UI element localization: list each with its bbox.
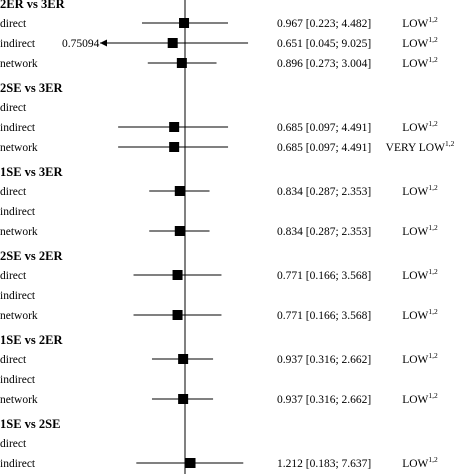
certainty-superscript: 1,2: [428, 391, 438, 400]
point-estimate: [179, 18, 190, 28]
estimate-text: 0.937 [0.316; 2.662]: [277, 354, 371, 366]
point-estimate: [176, 58, 187, 68]
point-estimate: [172, 310, 183, 320]
estimate-text: 0.685 [0.097; 4.491]: [277, 122, 371, 134]
certainty-text: LOW1,2: [402, 119, 438, 134]
point-estimate: [185, 458, 196, 468]
certainty-text: LOW1,2: [402, 223, 438, 238]
certainty-superscript: 1,2: [428, 267, 438, 276]
certainty-text: LOW1,2: [402, 351, 438, 366]
row-label: indirect: [0, 374, 36, 386]
row-label: network: [0, 394, 38, 406]
certainty-text: LOW1,2: [402, 267, 438, 282]
ci-arrow-left: [100, 39, 107, 47]
certainty-superscript: 1,2: [428, 15, 438, 24]
point-estimate: [178, 394, 189, 404]
certainty-superscript: 1,2: [428, 183, 438, 192]
estimate-text: 0.834 [0.287; 2.353]: [277, 226, 371, 238]
row-label: network: [0, 142, 38, 154]
certainty-superscript: 1,2: [428, 55, 438, 64]
certainty-superscript: 1,2: [428, 35, 438, 44]
row-label: network: [0, 226, 38, 238]
estimate-text: 1.212 [0.183; 7.637]: [277, 458, 371, 470]
certainty-text: LOW1,2: [402, 183, 438, 198]
estimate-text: 0.685 [0.097; 4.491]: [277, 142, 371, 154]
row-label: direct: [0, 186, 27, 198]
certainty-text: LOW1,2: [402, 35, 438, 50]
certainty-superscript: 1,2: [428, 307, 438, 316]
certainty-superscript: 1,2: [428, 223, 438, 232]
certainty-text: LOW1,2: [402, 307, 438, 322]
row-label: network: [0, 310, 38, 322]
point-estimate: [167, 38, 178, 48]
group-title: 2SE vs 2ER: [0, 249, 63, 263]
certainty-text: LOW1,2: [402, 455, 438, 470]
certainty-text: LOW1,2: [402, 391, 438, 406]
row-label: indirect: [0, 38, 36, 50]
group-title: 2SE vs 3ER: [0, 81, 63, 95]
certainty-superscript: 1,2: [445, 139, 455, 148]
estimate-text: 0.834 [0.287; 2.353]: [277, 186, 371, 198]
row-label: direct: [0, 438, 27, 450]
certainty-text: LOW1,2: [402, 15, 438, 30]
point-estimate: [169, 122, 180, 132]
point-estimate: [178, 354, 189, 364]
row-label-note: 0.75094: [62, 38, 100, 50]
point-estimate: [169, 142, 180, 152]
estimate-text: 0.937 [0.316; 2.662]: [277, 394, 371, 406]
row-label: direct: [0, 354, 27, 366]
point-estimate: [172, 270, 183, 280]
row-label: network: [0, 58, 38, 70]
group-title: 1SE vs 2SE: [0, 417, 60, 431]
estimate-text: 0.771 [0.166; 3.568]: [277, 270, 371, 282]
group-title: 1SE vs 2ER: [0, 333, 63, 347]
row-label: direct: [0, 270, 27, 282]
estimate-text: 0.771 [0.166; 3.568]: [277, 310, 371, 322]
estimate-text: 0.651 [0.045; 9.025]: [277, 38, 371, 50]
row-label: direct: [0, 102, 27, 114]
certainty-text: VERY LOW1,2: [386, 139, 455, 154]
certainty-text: LOW1,2: [402, 55, 438, 70]
estimate-text: 0.967 [0.223; 4.482]: [277, 18, 371, 30]
point-estimate: [174, 186, 185, 196]
row-label: indirect: [0, 458, 36, 470]
row-label: indirect: [0, 122, 36, 134]
estimate-text: 0.896 [0.273; 3.004]: [277, 58, 371, 70]
group-title: 2ER vs 3ER: [0, 0, 66, 11]
row-label: indirect: [0, 206, 36, 218]
row-label: indirect: [0, 290, 36, 302]
row-label: direct: [0, 18, 27, 30]
certainty-superscript: 1,2: [428, 351, 438, 360]
group-title: 1SE vs 3ER: [0, 165, 63, 179]
certainty-superscript: 1,2: [428, 455, 438, 464]
point-estimate: [174, 226, 185, 236]
certainty-superscript: 1,2: [428, 119, 438, 128]
